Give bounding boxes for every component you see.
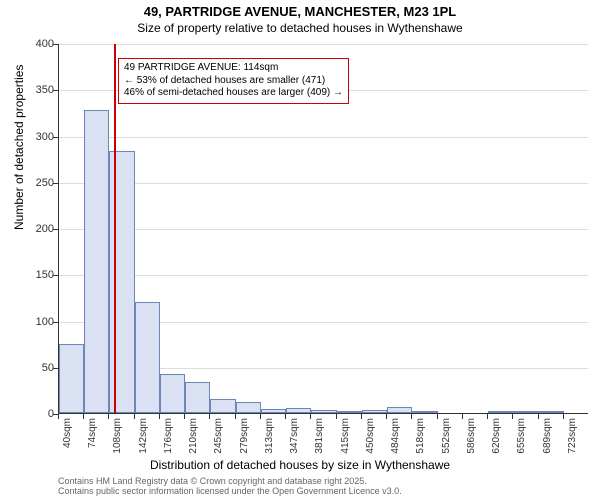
y-tick-mark: [53, 322, 58, 323]
x-tick-mark: [108, 414, 109, 419]
x-tick-label: 620sqm: [491, 418, 502, 458]
y-tick-mark: [53, 90, 58, 91]
x-tick-label: 381sqm: [314, 418, 325, 458]
y-tick-label: 200: [14, 223, 54, 235]
callout-line: ← 53% of detached houses are smaller (47…: [124, 75, 343, 88]
attribution-line: Contains public sector information licen…: [58, 486, 402, 496]
y-tick-mark: [53, 137, 58, 138]
histogram-bar: [84, 110, 109, 413]
x-tick-mark: [386, 414, 387, 419]
x-tick-mark: [235, 414, 236, 419]
x-tick-mark: [83, 414, 84, 419]
x-tick-label: 142sqm: [138, 418, 149, 458]
property-marker-line: [114, 44, 116, 413]
x-tick-label: 347sqm: [289, 418, 300, 458]
y-tick-mark: [53, 44, 58, 45]
x-tick-label: 586sqm: [466, 418, 477, 458]
x-tick-mark: [310, 414, 311, 419]
y-tick-label: 300: [14, 131, 54, 143]
x-tick-label: 450sqm: [365, 418, 376, 458]
x-tick-mark: [437, 414, 438, 419]
y-tick-label: 400: [14, 38, 54, 50]
x-tick-mark: [260, 414, 261, 419]
x-tick-mark: [462, 414, 463, 419]
chart-container: 49, PARTRIDGE AVENUE, MANCHESTER, M23 1P…: [0, 0, 600, 500]
histogram-bar: [387, 407, 412, 413]
x-tick-mark: [487, 414, 488, 419]
x-tick-label: 518sqm: [415, 418, 426, 458]
x-tick-label: 210sqm: [188, 418, 199, 458]
gridline: [59, 137, 588, 138]
histogram-bar: [412, 411, 437, 413]
y-tick-label: 50: [14, 362, 54, 374]
x-tick-mark: [411, 414, 412, 419]
y-tick-mark: [53, 229, 58, 230]
histogram-bar: [210, 399, 235, 413]
callout-line: 49 PARTRIDGE AVENUE: 114sqm: [124, 62, 343, 75]
x-tick-mark: [159, 414, 160, 419]
y-tick-label: 100: [14, 316, 54, 328]
histogram-bar: [185, 382, 210, 413]
histogram-bar: [236, 402, 261, 413]
y-tick-mark: [53, 183, 58, 184]
gridline: [59, 275, 588, 276]
x-tick-mark: [336, 414, 337, 419]
histogram-bar: [135, 302, 160, 413]
histogram-bar: [261, 409, 286, 413]
histogram-bar: [160, 374, 185, 413]
x-tick-label: 313sqm: [264, 418, 275, 458]
chart-subtitle: Size of property relative to detached ho…: [0, 21, 600, 35]
x-tick-label: 655sqm: [516, 418, 527, 458]
histogram-bar: [362, 410, 387, 413]
x-tick-label: 415sqm: [340, 418, 351, 458]
y-tick-mark: [53, 368, 58, 369]
y-tick-label: 350: [14, 84, 54, 96]
marker-callout: 49 PARTRIDGE AVENUE: 114sqm ← 53% of det…: [118, 58, 349, 104]
histogram-bar: [59, 344, 84, 413]
callout-line: 46% of semi-detached houses are larger (…: [124, 87, 343, 100]
x-tick-label: 108sqm: [112, 418, 123, 458]
histogram-bar: [311, 410, 336, 413]
x-tick-mark: [285, 414, 286, 419]
gridline: [59, 183, 588, 184]
x-tick-label: 723sqm: [567, 418, 578, 458]
histogram-bar: [539, 411, 564, 413]
attribution-line: Contains HM Land Registry data © Crown c…: [58, 476, 402, 486]
x-tick-label: 176sqm: [163, 418, 174, 458]
x-axis-label: Distribution of detached houses by size …: [0, 458, 600, 472]
y-tick-label: 0: [14, 408, 54, 420]
x-tick-mark: [209, 414, 210, 419]
x-tick-mark: [361, 414, 362, 419]
x-tick-label: 279sqm: [239, 418, 250, 458]
x-tick-mark: [134, 414, 135, 419]
attribution: Contains HM Land Registry data © Crown c…: [58, 476, 402, 497]
histogram-bar: [513, 411, 538, 413]
x-tick-label: 552sqm: [441, 418, 452, 458]
x-tick-mark: [184, 414, 185, 419]
gridline: [59, 229, 588, 230]
histogram-bar: [337, 411, 362, 413]
y-tick-label: 150: [14, 269, 54, 281]
y-tick-mark: [53, 275, 58, 276]
x-tick-mark: [58, 414, 59, 419]
gridline: [59, 44, 588, 45]
x-tick-label: 40sqm: [62, 418, 73, 458]
x-tick-mark: [563, 414, 564, 419]
x-tick-label: 74sqm: [87, 418, 98, 458]
x-tick-mark: [512, 414, 513, 419]
y-tick-label: 250: [14, 177, 54, 189]
x-tick-label: 689sqm: [542, 418, 553, 458]
x-tick-mark: [538, 414, 539, 419]
x-tick-label: 484sqm: [390, 418, 401, 458]
x-tick-label: 245sqm: [213, 418, 224, 458]
histogram-bar: [488, 411, 513, 413]
chart-title: 49, PARTRIDGE AVENUE, MANCHESTER, M23 1P…: [0, 4, 600, 19]
histogram-bar: [286, 408, 311, 413]
